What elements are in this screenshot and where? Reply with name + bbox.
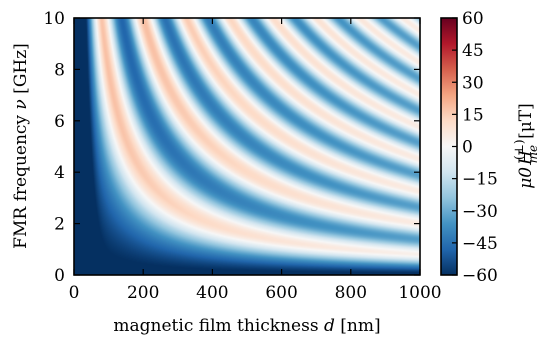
y-tick-label: 8 [54, 60, 65, 80]
y-tick-label: 6 [54, 112, 65, 132]
colorbar-tick-label: −45 [462, 234, 498, 254]
y-tick-label: 2 [54, 215, 65, 235]
x-tick-label: 1000 [398, 283, 441, 303]
colorbar-tick-label: 45 [462, 41, 484, 61]
x-axis-label: magnetic film thickness d [nm] [113, 316, 380, 336]
colorbar-label: μ0H(⊥)me[μT] [512, 103, 539, 189]
x-axis-ticks: 0 200 400 600 800 1000 [69, 18, 442, 303]
y-axis-label: FMR frequency ν [GHz] [11, 43, 31, 249]
x-tick-label: 800 [335, 283, 367, 303]
y-tick-label: 0 [54, 266, 65, 286]
x-tick-label: 200 [127, 283, 159, 303]
x-tick-label: 400 [196, 283, 228, 303]
x-tick-label: 0 [69, 283, 80, 303]
x-tick-label: 600 [265, 283, 297, 303]
heatmap-image-holder [74, 18, 420, 275]
colorbar-tick-label: 0 [462, 138, 473, 158]
colorbar-tick-label: −30 [462, 202, 498, 222]
plot-frame [73, 17, 421, 276]
y-tick-label: 4 [54, 163, 65, 183]
colorbar-tick-label: −60 [462, 266, 498, 286]
colorbar-tick-label: 60 [462, 9, 484, 29]
colorbar-tick-label: −15 [462, 170, 498, 190]
y-tick-label: 10 [43, 9, 65, 29]
colorbar-tick-label: 30 [462, 73, 484, 93]
y-axis-ticks: 0 2 4 6 8 10 [43, 9, 420, 286]
colorbar-ticks: 60 45 30 15 0 −15 −30 −45 −60 [452, 9, 498, 286]
colorbar-tick-label: 15 [462, 105, 484, 125]
